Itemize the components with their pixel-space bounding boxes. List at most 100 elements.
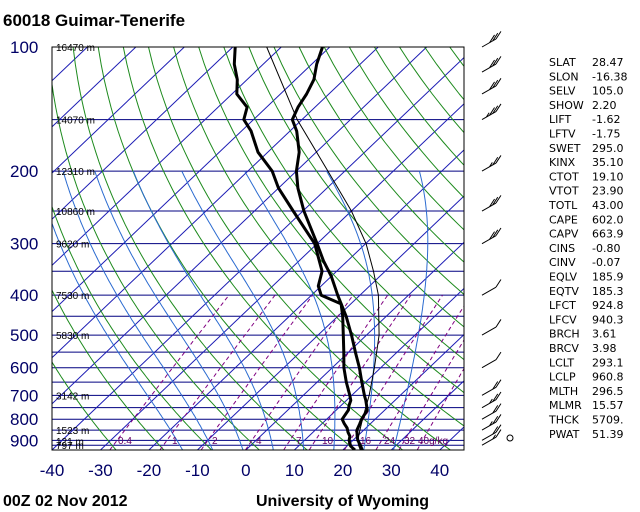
station-index-value: 924.8	[592, 299, 624, 312]
wind-barb-flag	[492, 229, 499, 238]
pressure-tick-label: 600	[10, 359, 38, 378]
station-indices: SLAT 28.47 SLON -16.38 SELV 105.0 SHOW 2.20 LIFT…	[548, 56, 627, 441]
temperature-tick-label: -10	[185, 461, 210, 480]
station-index-value: 2.20	[592, 99, 617, 112]
dry-adiabat-line	[52, 80, 260, 450]
height-label: 797 m	[56, 441, 84, 452]
station-index-value: 23.90	[592, 185, 624, 198]
wind-barb-flag	[489, 198, 495, 207]
station-index-name: SWET	[549, 142, 581, 155]
height-label: 9620 m	[56, 240, 89, 251]
height-label: 7530 m	[56, 291, 89, 302]
wind-barb-staff	[481, 421, 497, 431]
wind-barb-flag	[489, 81, 495, 90]
station-index-value: 43.00	[592, 199, 624, 212]
wind-barb-flag	[495, 103, 502, 112]
station-index-value: 940.3	[592, 313, 624, 326]
wind-barb-flag	[495, 414, 502, 423]
height-label: 10860 m	[56, 207, 95, 218]
station-index-name: LCLT	[549, 356, 574, 369]
station-index-name: LCLP	[549, 371, 576, 384]
mixing-ratio-label: 0.4	[118, 436, 132, 447]
dewpoint-trace	[232, 47, 356, 450]
temperature-tick-label: 0	[241, 461, 250, 480]
station-index-value: -1.62	[592, 113, 620, 126]
moist-adiabat-line	[94, 170, 244, 450]
dry-adiabat-line	[148, 47, 451, 450]
dry-adiabat-line	[273, 47, 464, 296]
station-index-value: 3.98	[592, 342, 617, 355]
mixing-ratio-line	[244, 294, 354, 450]
wind-barb-flag	[492, 79, 499, 89]
temperature-tick-label: -30	[88, 461, 113, 480]
station-index-value: -1.75	[592, 128, 620, 141]
pressure-tick-label: 300	[10, 235, 38, 254]
isotherm-line	[148, 149, 464, 450]
wind-barb-flag	[495, 155, 502, 164]
wind-barb-flag	[495, 319, 502, 328]
wind-barb-staff	[481, 162, 497, 172]
isotherm-line	[52, 47, 234, 220]
moist-adiabat-line	[393, 170, 429, 450]
pressure-tick-label: 800	[10, 410, 38, 429]
wind-barb-staff	[481, 431, 497, 441]
station-index-value: 5709.	[592, 414, 624, 427]
station-index-value: 185.3	[592, 285, 624, 298]
wind-barb-flag	[492, 426, 499, 435]
wind-barb-flag	[492, 405, 499, 414]
wind-barb-flag	[489, 421, 493, 426]
mixing-ratio-line	[398, 339, 464, 450]
wind-barb-flag	[489, 162, 493, 167]
pressure-tick-label: 500	[10, 326, 38, 345]
footer-source: University of Wyoming	[256, 493, 429, 510]
wind-barb-flag	[489, 107, 495, 116]
station-index-name: SLON	[549, 70, 579, 83]
station-index-name: MLMR	[549, 399, 582, 412]
station-index-name: CTOT	[549, 170, 579, 183]
station-index-name: CAPV	[549, 228, 579, 241]
station-index-value: 295.0	[592, 142, 624, 155]
wind-barb-staff	[481, 202, 497, 212]
wind-barb-flag	[489, 231, 495, 240]
mixing-ratio-line	[109, 294, 230, 450]
wind-barb-calm	[506, 434, 514, 442]
pressure-tick-label: 700	[10, 386, 38, 405]
moist-adiabat-line	[181, 170, 305, 450]
pressure-tick-label: 900	[10, 431, 38, 450]
mixing-ratio-label: 2	[212, 436, 218, 447]
pressure-tick-label: 100	[10, 38, 38, 57]
station-index-name: LFCT	[549, 299, 576, 312]
isotherm-line	[390, 380, 464, 450]
mixing-ratio-label: 1	[172, 436, 178, 447]
station-index-name: VTOT	[549, 185, 579, 198]
height-label: 16470 m	[56, 43, 95, 54]
plot-frame	[51, 46, 465, 451]
wind-barb-staff	[481, 235, 497, 245]
station-index-value: 35.10	[592, 156, 624, 169]
wind-barb-flag	[489, 59, 495, 68]
wind-barb-flag	[492, 434, 496, 440]
chart-title: 60018 Guimar-Tenerife	[3, 11, 185, 30]
station-index-name: CAPE	[549, 213, 578, 226]
station-index-value: 293.1	[592, 356, 624, 369]
station-index-name: SELV	[549, 85, 576, 98]
station-index-value: 19.10	[592, 170, 624, 183]
wind-barb-flag	[492, 57, 499, 67]
temperature-tick-label: -40	[40, 461, 65, 480]
dry-adiabat-line	[248, 47, 464, 328]
station-index-name: TOTL	[548, 199, 578, 212]
station-index-value: 185.9	[592, 271, 624, 284]
wind-barb-flag	[495, 429, 502, 438]
isotherm-line	[52, 47, 428, 405]
moist-adiabat-line	[244, 170, 336, 450]
station-index-value: 663.9	[592, 228, 624, 241]
mixing-ratio-label: 32	[404, 436, 416, 447]
station-index-name: MLTH	[549, 385, 578, 398]
height-label: 12310 m	[56, 167, 95, 178]
station-index-value: 28.47	[592, 56, 624, 69]
station-index-name: SHOW	[549, 99, 584, 112]
station-index-name: THCK	[548, 414, 580, 427]
temperature-tick-label: 40	[430, 461, 449, 480]
mixing-ratio-label: 4	[256, 436, 262, 447]
